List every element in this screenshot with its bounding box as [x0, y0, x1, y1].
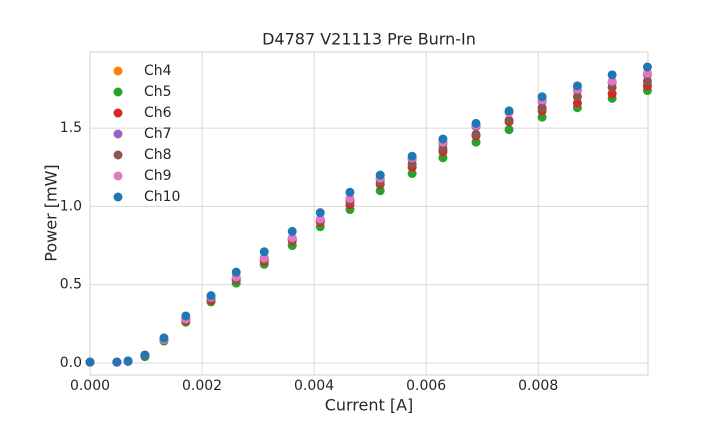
point — [572, 81, 582, 91]
point — [642, 76, 652, 86]
x-tick-label: 0.006 — [406, 378, 446, 394]
point — [471, 129, 481, 139]
point — [642, 68, 652, 78]
point — [315, 214, 325, 224]
legend-marker — [113, 87, 123, 97]
point — [259, 253, 269, 263]
y-tick-label: 0.5 — [60, 277, 82, 293]
legend-label: Ch9 — [144, 168, 172, 184]
point — [315, 208, 325, 218]
point — [231, 267, 241, 277]
point — [159, 333, 169, 343]
point — [259, 247, 269, 257]
point — [504, 115, 514, 125]
point — [438, 153, 448, 163]
plot-border — [89, 51, 649, 376]
point — [537, 112, 547, 122]
point — [407, 168, 417, 178]
point — [572, 92, 582, 102]
legend-marker — [113, 150, 123, 160]
legend-label: Ch7 — [144, 126, 172, 142]
x-tick-label: 0.008 — [518, 378, 558, 394]
legend-marker — [113, 192, 123, 202]
legend-marker — [113, 108, 123, 118]
point — [504, 106, 514, 116]
x-tick-label: 0.004 — [294, 378, 334, 394]
y-tick-label: 0.0 — [60, 355, 82, 371]
legend-label: Ch10 — [144, 189, 180, 205]
point — [471, 137, 481, 147]
point — [375, 186, 385, 196]
point — [607, 70, 617, 80]
point — [537, 92, 547, 102]
x-tick-label: 0.000 — [70, 378, 110, 394]
y-axis-label: Power [mW] — [42, 164, 61, 261]
legend-marker — [113, 129, 123, 139]
legend-marker — [113, 171, 123, 181]
point — [206, 291, 216, 301]
legend-label: Ch8 — [144, 147, 172, 163]
legend-label: Ch5 — [144, 84, 172, 100]
point — [607, 76, 617, 86]
point — [607, 82, 617, 92]
point — [345, 194, 355, 204]
point — [438, 134, 448, 144]
point — [407, 151, 417, 161]
point — [407, 159, 417, 169]
point — [287, 233, 297, 243]
point — [642, 62, 652, 72]
point — [140, 350, 150, 360]
legend-label: Ch4 — [144, 63, 172, 79]
point — [85, 357, 95, 367]
point — [504, 125, 514, 135]
point — [123, 356, 133, 366]
point — [345, 187, 355, 197]
x-axis-label: Current [A] — [325, 396, 414, 415]
point — [471, 118, 481, 128]
x-tick-label: 0.002 — [182, 378, 222, 394]
legend-marker — [113, 66, 123, 76]
point — [572, 98, 582, 108]
point — [607, 89, 617, 99]
point — [181, 311, 191, 321]
point — [537, 103, 547, 113]
y-tick-label: 1.0 — [60, 198, 82, 214]
point — [375, 170, 385, 180]
y-tick-label: 1.5 — [60, 120, 82, 136]
chart-title: D4787 V21113 Pre Burn-In — [262, 30, 476, 49]
legend-label: Ch6 — [144, 105, 172, 121]
point — [287, 226, 297, 236]
point — [438, 143, 448, 153]
point — [112, 357, 122, 367]
